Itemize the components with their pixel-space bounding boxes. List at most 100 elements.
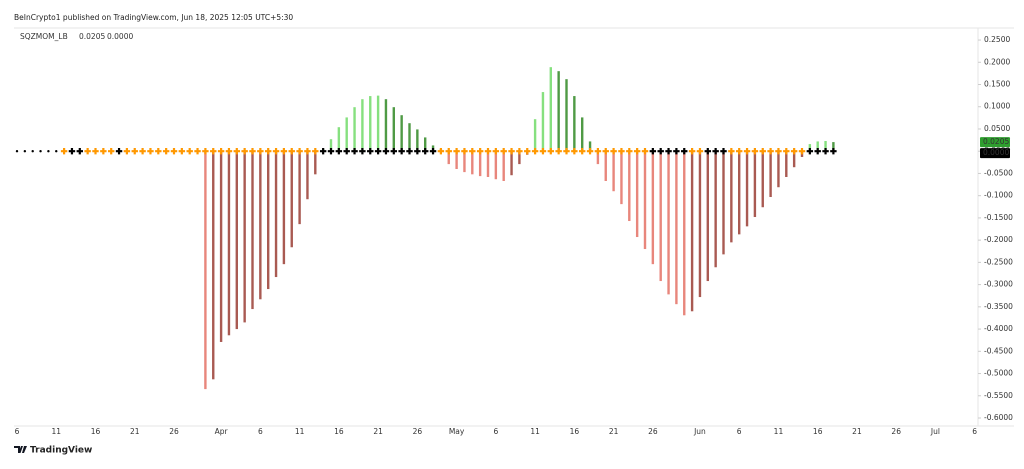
squeeze-cross (665, 148, 672, 155)
histogram-bar (204, 151, 207, 390)
squeeze-cross (822, 148, 829, 155)
squeeze-cross (202, 148, 209, 155)
histogram-bar (212, 151, 215, 380)
squeeze-cross (178, 148, 186, 155)
histogram-bar (306, 151, 309, 200)
histogram-bar (769, 151, 772, 198)
squeeze-cross (186, 148, 193, 155)
logo-mark (14, 446, 27, 453)
x-tick-label: 26 (169, 427, 179, 436)
y-tick-label: -0.3500 (984, 302, 1013, 311)
squeeze-dot (47, 150, 50, 153)
histogram-bar (243, 151, 246, 323)
squeeze-cross (115, 148, 123, 155)
squeeze-cross (68, 148, 76, 155)
histogram-bar (298, 151, 301, 225)
histogram-bar (581, 117, 584, 152)
squeeze-cross (414, 148, 421, 155)
x-tick-label: Jul (930, 427, 940, 436)
y-tick-label: -0.0500 (984, 168, 1013, 177)
histogram-bar (761, 151, 764, 208)
histogram-bar (620, 151, 623, 205)
squeeze-cross (422, 148, 429, 155)
histogram-bar (518, 151, 521, 165)
price-label-box (980, 137, 1010, 148)
squeeze-cross (374, 148, 382, 155)
squeeze-dot (31, 150, 34, 153)
x-tick-label: 21 (373, 427, 383, 436)
y-tick-label: 0.1000 (984, 102, 1010, 111)
indicator-title: SQZMOM_LB (20, 32, 68, 41)
squeeze-cross (673, 148, 680, 155)
squeeze-cross (633, 148, 641, 155)
x-tick-label: 11 (774, 427, 784, 436)
histogram-bar (486, 151, 490, 177)
squeeze-cross (272, 148, 280, 155)
histogram-bar (832, 142, 835, 152)
squeeze-cross (814, 148, 821, 155)
squeeze-cross (296, 148, 303, 155)
histogram-bar (424, 137, 427, 152)
y-tick-label: -0.5000 (984, 369, 1013, 378)
histogram-bar (376, 95, 380, 152)
squeeze-cross (288, 148, 295, 155)
x-tick-label: 26 (891, 427, 901, 436)
squeeze-cross (516, 148, 523, 155)
squeeze-cross (626, 148, 633, 155)
histogram-bar (227, 151, 231, 336)
squeeze-cross (830, 148, 837, 155)
histogram-bar (267, 151, 270, 290)
x-tick-label: May (449, 427, 465, 436)
squeeze-cross (398, 148, 405, 155)
histogram-bar (785, 151, 788, 177)
squeeze-cross (147, 148, 154, 155)
squeeze-cross (602, 148, 609, 155)
y-tick-label: 0.0500 (984, 124, 1010, 133)
brand-name: TradingView (30, 446, 92, 456)
x-tick-label: 11 (295, 427, 305, 436)
y-tick-label: -0.2000 (984, 235, 1013, 244)
histogram-bar (557, 71, 560, 152)
squeeze-cross (688, 148, 696, 155)
histogram-bar (353, 107, 356, 152)
squeeze-cross (783, 148, 790, 155)
squeeze-cross (712, 148, 719, 155)
squeeze-cross (406, 148, 413, 155)
squeeze-cross (798, 148, 806, 155)
histogram-bar (643, 151, 647, 250)
squeeze-cross (304, 148, 311, 155)
squeeze-cross (390, 148, 397, 155)
squeeze-cross (233, 148, 240, 155)
histogram-bar (251, 151, 254, 310)
brand-logo (14, 446, 27, 453)
squeeze-cross (312, 148, 319, 155)
histogram-bar (471, 151, 474, 175)
squeeze-cross (319, 148, 327, 155)
squeeze-cross (571, 148, 578, 155)
squeeze-cross (453, 148, 460, 155)
y-tick-label: -0.5500 (984, 391, 1013, 400)
y-tick-label: -0.1500 (984, 213, 1013, 222)
histogram-bar (573, 96, 576, 152)
squeeze-cross (461, 148, 468, 155)
histogram-bar (824, 140, 827, 152)
legend-value: 0.0205 (79, 32, 105, 41)
squeeze-cross (170, 148, 178, 155)
squeeze-cross (586, 148, 594, 155)
squeeze-dot (39, 150, 42, 153)
squeeze-cross (194, 148, 201, 155)
squeeze-cross (728, 148, 735, 155)
squeeze-cross (563, 148, 570, 155)
x-tick-label: 6 (972, 427, 977, 436)
squeeze-cross (790, 148, 798, 155)
squeeze-cross (343, 148, 350, 155)
squeeze-cross (131, 148, 138, 155)
histogram-bar (361, 99, 364, 152)
histogram-bar (628, 151, 631, 222)
histogram-bar (447, 151, 450, 165)
squeeze-cross (524, 148, 531, 155)
squeeze-cross (367, 148, 374, 155)
histogram-bar (549, 67, 552, 152)
